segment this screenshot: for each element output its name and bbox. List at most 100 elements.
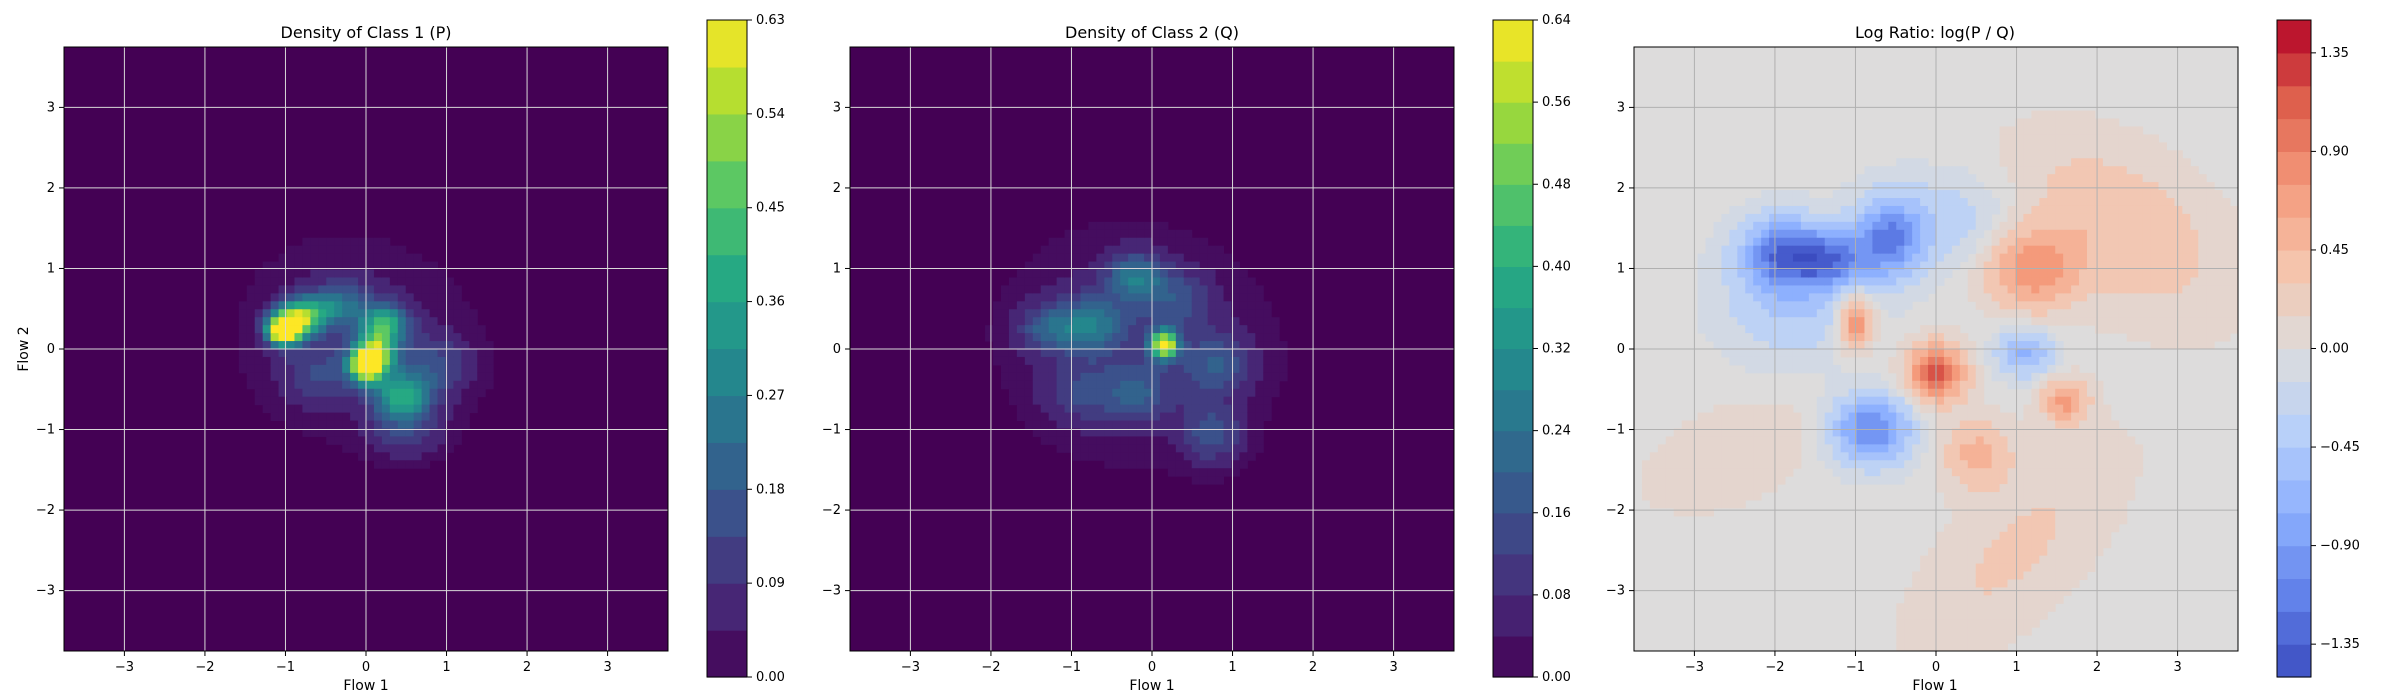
heatmap-cell bbox=[1088, 349, 1097, 358]
heatmap-cell bbox=[405, 396, 415, 406]
heatmap-cell bbox=[2039, 587, 2048, 596]
heatmap-cell bbox=[1999, 523, 2009, 533]
heatmap-cell bbox=[1721, 412, 1730, 422]
heatmap-cell bbox=[1721, 420, 1730, 429]
heatmap-cell bbox=[1967, 205, 1977, 215]
heatmap-cell bbox=[2047, 579, 2056, 588]
heatmap-cell bbox=[453, 388, 462, 398]
heatmap-cell bbox=[366, 333, 375, 342]
heatmap-cell bbox=[2031, 492, 2040, 501]
heatmap-cell bbox=[1785, 277, 1794, 286]
heatmap-cell bbox=[2047, 507, 2056, 517]
heatmap-cell bbox=[2118, 269, 2128, 278]
heatmap-cell bbox=[2023, 587, 2032, 596]
heatmap-cell bbox=[2206, 198, 2215, 207]
heatmap-cell bbox=[2134, 198, 2144, 207]
heatmap-cell bbox=[254, 349, 264, 358]
heatmap-cell bbox=[1856, 301, 1865, 310]
heatmap-cell bbox=[358, 356, 367, 366]
heatmap-cell bbox=[1959, 468, 1969, 477]
heatmap-cell bbox=[2190, 261, 2199, 271]
heatmap-cell bbox=[405, 420, 415, 429]
heatmap-cell bbox=[1832, 420, 1842, 429]
heatmap-cell bbox=[2079, 198, 2088, 207]
heatmap-cell bbox=[2174, 301, 2183, 310]
heatmap-cell bbox=[1959, 428, 1969, 437]
heatmap-cell bbox=[421, 341, 431, 350]
heatmap-cell bbox=[2063, 452, 2072, 461]
heatmap-cell bbox=[1975, 627, 1985, 636]
heatmap-cell bbox=[1856, 205, 1865, 215]
heatmap-cell bbox=[469, 309, 478, 318]
heatmap-cell bbox=[1928, 595, 1937, 604]
x-tick-label: 0 bbox=[1932, 660, 1940, 675]
heatmap-cell bbox=[1056, 372, 1066, 382]
heatmap-cell bbox=[2134, 205, 2144, 215]
heatmap-cell bbox=[1745, 476, 1754, 485]
heatmap-cell bbox=[413, 412, 423, 422]
heatmap-cell bbox=[318, 388, 327, 398]
heatmap-cell bbox=[1785, 237, 1794, 247]
heatmap-cell bbox=[1880, 436, 1889, 445]
heatmap-cell bbox=[1745, 205, 1754, 215]
heatmap-cell bbox=[1904, 444, 1913, 453]
heatmap-cell bbox=[1920, 380, 1929, 390]
heatmap-cell bbox=[1159, 333, 1169, 342]
heatmap-cell bbox=[1120, 349, 1129, 358]
heatmap-cell bbox=[2047, 444, 2056, 453]
heatmap-cell bbox=[1848, 277, 1858, 286]
heatmap-cell bbox=[1215, 301, 1225, 310]
heatmap-cell bbox=[1183, 372, 1193, 382]
heatmap-cell bbox=[1729, 301, 1738, 310]
heatmap-cell bbox=[302, 388, 311, 398]
heatmap-cell bbox=[1832, 293, 1842, 302]
heatmap-cell bbox=[1199, 460, 1209, 469]
heatmap-cell bbox=[1729, 253, 1738, 263]
heatmap-cell bbox=[2158, 261, 2167, 271]
heatmap-cell bbox=[2110, 174, 2120, 183]
heatmap-cell bbox=[2134, 333, 2144, 342]
heatmap-cell bbox=[453, 293, 462, 302]
heatmap-cell bbox=[1191, 404, 1201, 414]
heatmap-cell bbox=[1112, 317, 1121, 326]
heatmap-cell bbox=[389, 349, 399, 358]
heatmap-cell bbox=[2079, 174, 2088, 183]
heatmap-cell bbox=[1705, 285, 1714, 294]
heatmap-cell bbox=[1983, 356, 1993, 366]
heatmap-cell bbox=[2087, 158, 2096, 167]
heatmap-cell bbox=[1920, 579, 1929, 588]
heatmap-cell bbox=[1112, 221, 1121, 231]
heatmap-cell bbox=[1856, 261, 1865, 271]
heatmap-cell bbox=[1215, 476, 1225, 485]
heatmap-cell bbox=[1975, 396, 1985, 406]
colorbar-band bbox=[707, 348, 747, 397]
heatmap-cell bbox=[1816, 428, 1826, 437]
heatmap-cell bbox=[1231, 364, 1240, 374]
heatmap-cell bbox=[294, 388, 303, 398]
heatmap-cell bbox=[461, 404, 470, 414]
heatmap-cell bbox=[1880, 229, 1889, 239]
heatmap-cell bbox=[2230, 213, 2239, 223]
heatmap-cell bbox=[1888, 245, 1897, 255]
heatmap-cell bbox=[1761, 190, 1770, 199]
heatmap-cell bbox=[1856, 293, 1865, 302]
heatmap-cell bbox=[1912, 349, 1921, 358]
heatmap-cell bbox=[1681, 484, 1691, 493]
heatmap-cell bbox=[2214, 213, 2223, 223]
heatmap-cell bbox=[2087, 500, 2096, 509]
heatmap-cell bbox=[1008, 372, 1018, 382]
heatmap-cell bbox=[1912, 237, 1921, 247]
heatmap-cell bbox=[397, 388, 407, 398]
heatmap-cell bbox=[1880, 198, 1889, 207]
heatmap-cell bbox=[389, 309, 399, 318]
heatmap-cell bbox=[1072, 309, 1081, 318]
heatmap-cell bbox=[1943, 547, 1953, 557]
heatmap-cell bbox=[1761, 221, 1770, 231]
heatmap-cell bbox=[1064, 237, 1074, 247]
heatmap-cell bbox=[334, 293, 343, 302]
heatmap-cell bbox=[2071, 253, 2080, 263]
heatmap-cell bbox=[1144, 404, 1153, 414]
heatmap-cell bbox=[1936, 436, 1945, 445]
heatmap-cell bbox=[1183, 261, 1193, 271]
heatmap-cell bbox=[2023, 364, 2032, 374]
